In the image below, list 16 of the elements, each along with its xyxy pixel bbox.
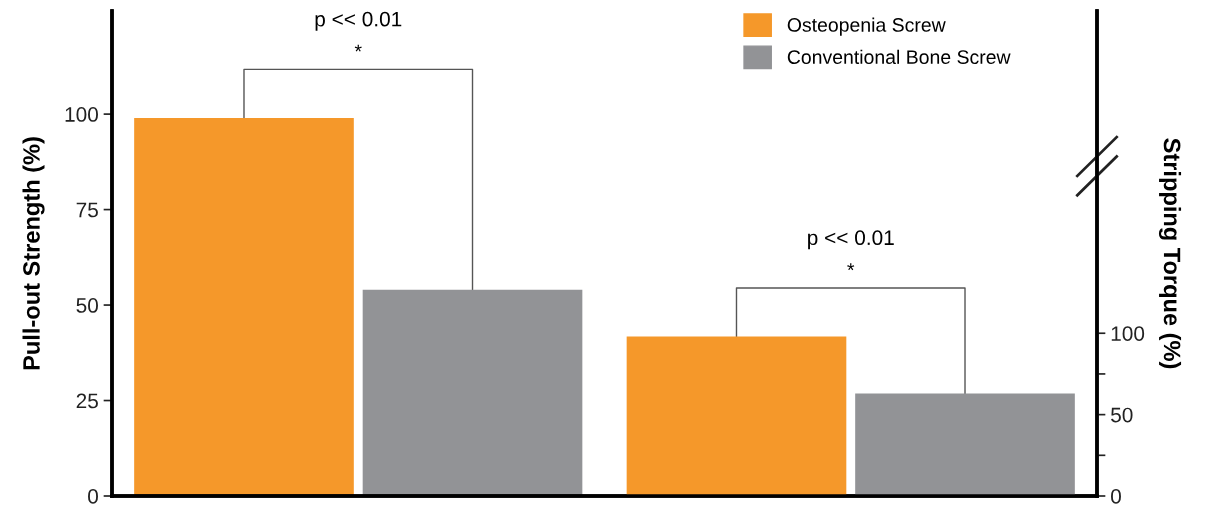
annotation: * (354, 44, 362, 52)
y2-tick-label: 100 (1111, 326, 1145, 341)
y-tick-label: 25 (76, 393, 98, 409)
y-tick-label: 0 (88, 489, 98, 504)
annotation: p << 0.01 (315, 11, 402, 31)
y-tick-label: 50 (76, 298, 98, 313)
legend-label: Conventional Bone Screw (787, 49, 1011, 65)
y-axis-title: Pull-out Strength (%) (22, 137, 45, 370)
legend-label: Osteopenia Screw (787, 17, 946, 36)
y-tick-label: 75 (76, 202, 98, 218)
y-tick-label: 100 (65, 107, 98, 122)
y2-axis-title: Stripping Torque (%) (1158, 138, 1182, 369)
annotation: * (847, 263, 855, 271)
annotation: p << 0.01 (808, 230, 894, 250)
y2-tick-label: 50 (1111, 407, 1133, 423)
y2-tick-label: 0 (1111, 489, 1121, 504)
